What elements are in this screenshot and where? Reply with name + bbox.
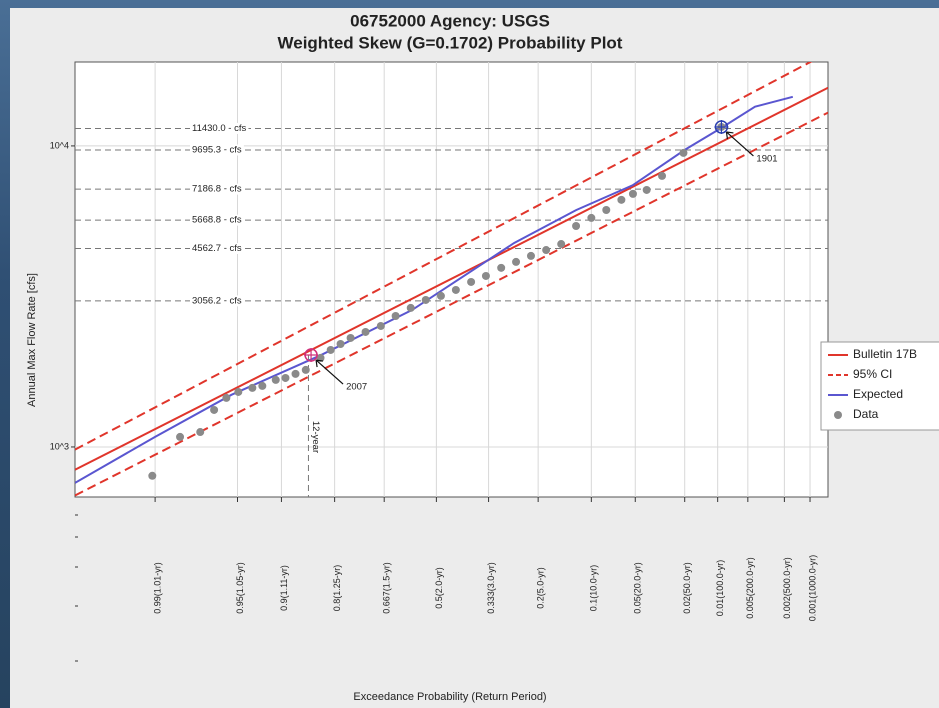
x-tick-label: 0.5(2.0-yr): [434, 567, 444, 609]
x-tick-label: 0.99(1.01-yr): [152, 562, 162, 614]
data-point: [679, 148, 688, 157]
x-tick-label: 0.01(100.0-yr): [715, 560, 725, 617]
data-point: [526, 251, 535, 260]
x-tick-label: 0.005(200.0-yr): [745, 557, 755, 619]
data-point: [336, 339, 345, 348]
x-tick-label: 0.333(3.0-yr): [486, 562, 496, 614]
x-tick-label: 0.1(10.0-yr): [589, 565, 599, 612]
decor-ticks: [75, 514, 78, 662]
reference-label-bg: [190, 183, 244, 195]
x-tick-label: 0.8(1.25-yr): [332, 565, 342, 612]
x-tick-label: 0.02(50.0-yr): [682, 562, 692, 614]
annotation-label: 2007: [346, 382, 367, 393]
y-axis-title: Annual Max Flow Rate [cfs]: [26, 273, 38, 407]
data-point: [406, 303, 415, 312]
data-point: [258, 381, 267, 390]
data-point: [148, 471, 157, 480]
x-axis-title: Exceedance Probability (Return Period): [353, 691, 546, 703]
data-point: [248, 383, 257, 392]
data-point: [587, 213, 596, 222]
legend: Bulletin 17B 95% CI Expected Data: [820, 341, 939, 431]
data-point: [557, 240, 566, 249]
data-point: [281, 373, 290, 382]
chart-subtitle: Weighted Skew (G=0.1702) Probability Plo…: [278, 33, 623, 52]
data-point: [196, 428, 205, 437]
data-point: [176, 432, 185, 441]
x-tick-label: 0.667(1.5-yr): [382, 562, 392, 614]
data-point: [436, 291, 445, 300]
legend-label: Data: [853, 407, 879, 421]
data-point: [291, 369, 300, 378]
x-tick-label: 0.95(1.05-yr): [235, 562, 245, 614]
reference-label-bg: [190, 144, 244, 156]
annotation-cross: [714, 119, 729, 134]
data-point: [497, 263, 506, 272]
reference-label-bg: [190, 122, 249, 134]
data-point: [271, 375, 280, 384]
legend-label: Expected: [853, 387, 903, 401]
data-point: [301, 365, 310, 374]
data-point: [326, 345, 335, 354]
annotation-label: 1901: [756, 153, 777, 164]
data-point: [628, 189, 637, 198]
y-tick-label: 10^4: [50, 140, 69, 150]
reference-label: 9695.3 - cfs: [192, 144, 242, 155]
data-point: [542, 246, 551, 255]
data-point: [481, 271, 490, 280]
legend-label: 95% CI: [853, 367, 892, 381]
data-point: [361, 327, 370, 336]
grid: [75, 62, 828, 497]
reference-label-bg: [190, 243, 244, 255]
reference-label: 4562.7 - cfs: [192, 243, 242, 254]
reference-label: 11430.0 - cfs: [192, 123, 246, 134]
reference-label: 5668.8 - cfs: [192, 215, 242, 226]
reference-label: 7186.8 - cfs: [192, 184, 242, 195]
annotation-arrow: [725, 131, 754, 157]
ci-line: [75, 62, 813, 451]
x-tick-label: 0.05(20.0-yr): [633, 562, 643, 614]
data-point: [642, 185, 651, 194]
legend-label: Bulletin 17B: [853, 347, 917, 361]
data-point: [451, 285, 460, 294]
data-point: [234, 387, 243, 396]
data-point: [222, 393, 231, 402]
reference-label: 3056.2 - cfs: [192, 295, 242, 306]
vertical-line-label: 12-year: [310, 421, 321, 453]
data-point: [376, 321, 385, 330]
data-point: [512, 257, 521, 266]
y-tick-label: 10^3: [50, 441, 69, 451]
annotation-cross: [304, 348, 319, 363]
data-point: [210, 405, 219, 414]
reference-label-bg: [190, 295, 244, 307]
data-point: [346, 333, 355, 342]
legend-swatch: [834, 411, 842, 419]
x-tick-label: 0.002(500.0-yr): [782, 557, 792, 619]
chart-title: 06752000 Agency: USGS: [350, 11, 550, 30]
data-point: [421, 295, 430, 304]
x-tick-label: 0.2(5.0-yr): [536, 567, 546, 609]
data-point: [467, 277, 476, 286]
data-point: [658, 171, 667, 180]
x-tick-label: 0.001(1000.0-yr): [807, 555, 817, 622]
data-point: [617, 195, 626, 204]
data-point: [391, 311, 400, 320]
x-tick-label: 0.9(1.11-yr): [279, 565, 289, 611]
line-series: [75, 86, 828, 471]
data-point: [602, 206, 611, 215]
data-point: [572, 221, 581, 230]
annotation-arrow: [315, 359, 344, 385]
reference-label-bg: [190, 214, 244, 226]
